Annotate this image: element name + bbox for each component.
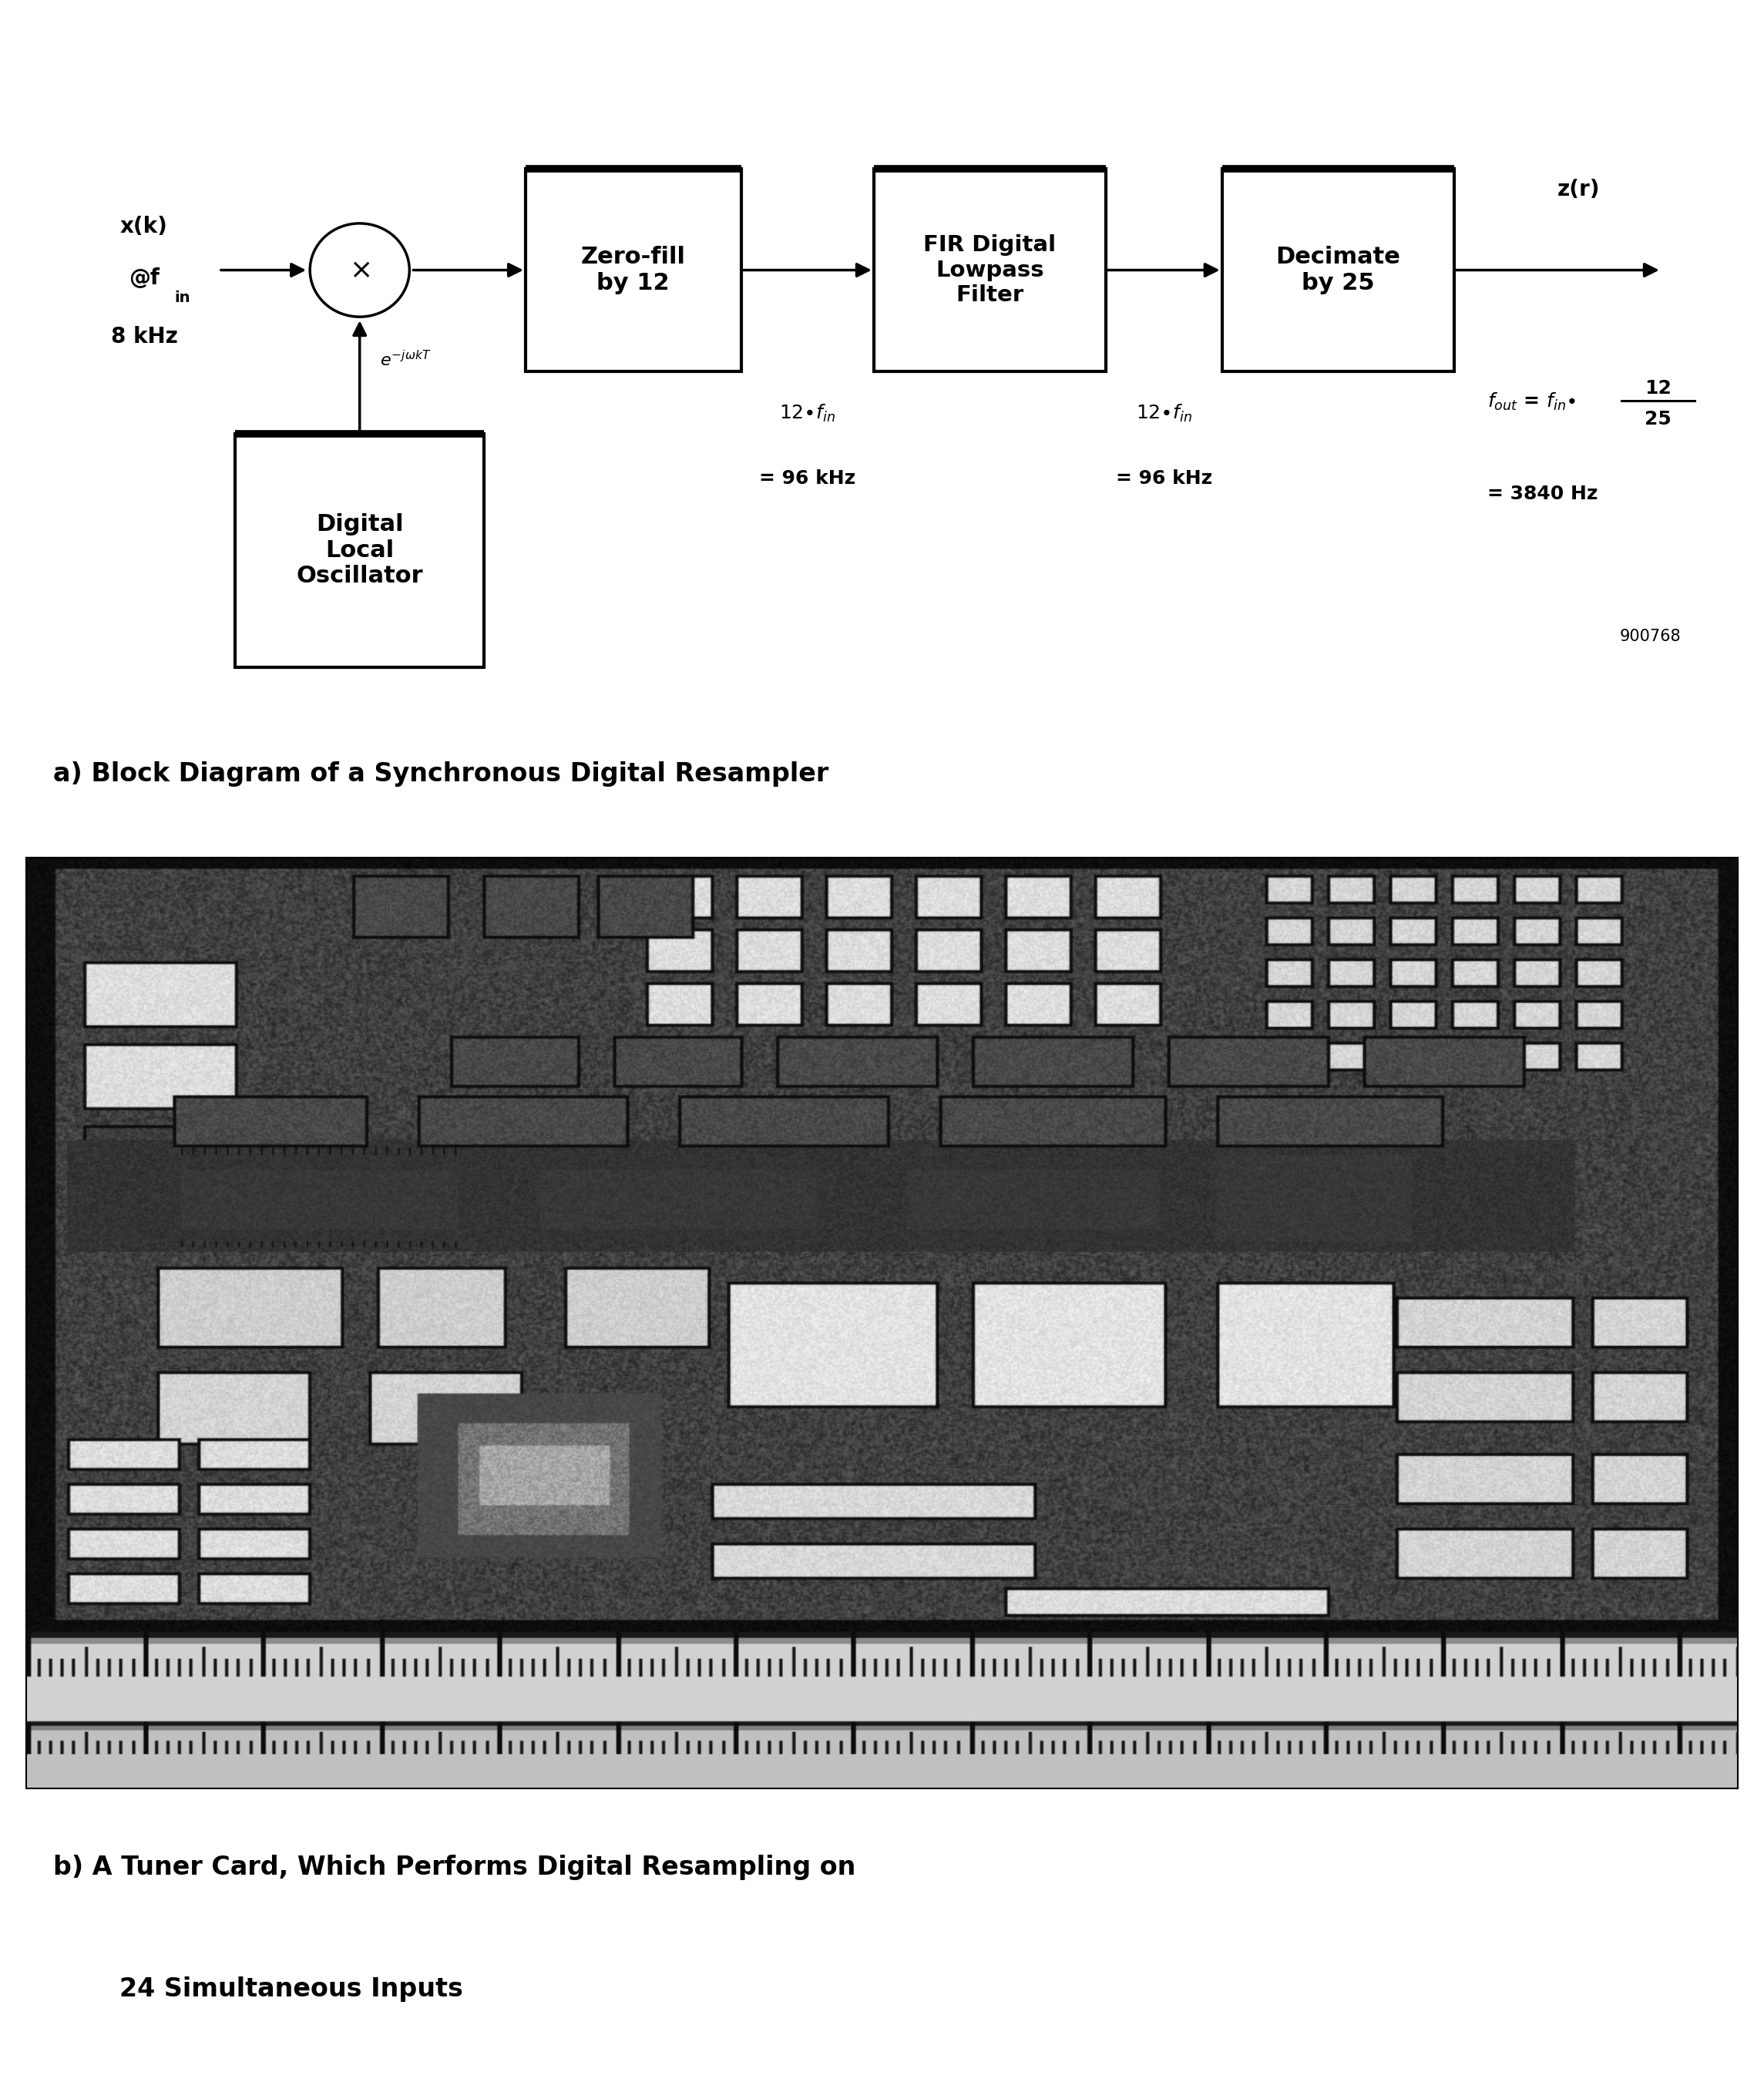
Text: @f: @f: [129, 268, 159, 289]
Text: $12{\bullet}f_{in}$: $12{\bullet}f_{in}$: [780, 402, 836, 423]
Text: $\times$: $\times$: [349, 257, 370, 282]
Text: $e^{-j\omega kT}$: $e^{-j\omega kT}$: [379, 349, 430, 370]
Text: $12{\bullet}f_{in}$: $12{\bullet}f_{in}$: [1136, 402, 1192, 423]
Text: b) A Tuner Card, Which Performs Digital Resampling on: b) A Tuner Card, Which Performs Digital …: [53, 1854, 856, 1881]
Text: x(k): x(k): [120, 215, 168, 236]
Text: 25: 25: [1644, 410, 1672, 429]
Text: z(r): z(r): [1558, 178, 1600, 201]
Text: Zero-fill
by 12: Zero-fill by 12: [580, 247, 686, 295]
Bar: [873, 169, 1106, 372]
Text: 12: 12: [1644, 379, 1672, 397]
Text: 8 kHz: 8 kHz: [111, 326, 178, 347]
Text: = 96 kHz: = 96 kHz: [1115, 469, 1212, 487]
Text: 24 Simultaneous Inputs: 24 Simultaneous Inputs: [120, 1977, 462, 2002]
Bar: [1222, 169, 1454, 372]
Text: 900768: 900768: [1619, 628, 1681, 644]
Text: Digital
Local
Oscillator: Digital Local Oscillator: [296, 513, 423, 588]
Text: = 96 kHz: = 96 kHz: [759, 469, 856, 487]
Text: Decimate
by 25: Decimate by 25: [1275, 247, 1401, 295]
Text: in: in: [175, 291, 191, 305]
Text: a) Block Diagram of a Synchronous Digital Resampler: a) Block Diagram of a Synchronous Digita…: [53, 761, 829, 787]
Bar: [526, 169, 741, 372]
Text: $f_{out}$ = $f_{in}$${\bullet}$: $f_{out}$ = $f_{in}$${\bullet}$: [1487, 391, 1577, 412]
Text: FIR Digital
Lowpass
Filter: FIR Digital Lowpass Filter: [924, 234, 1057, 305]
Text: = 3840 Hz: = 3840 Hz: [1487, 485, 1598, 504]
Bar: [235, 433, 483, 667]
